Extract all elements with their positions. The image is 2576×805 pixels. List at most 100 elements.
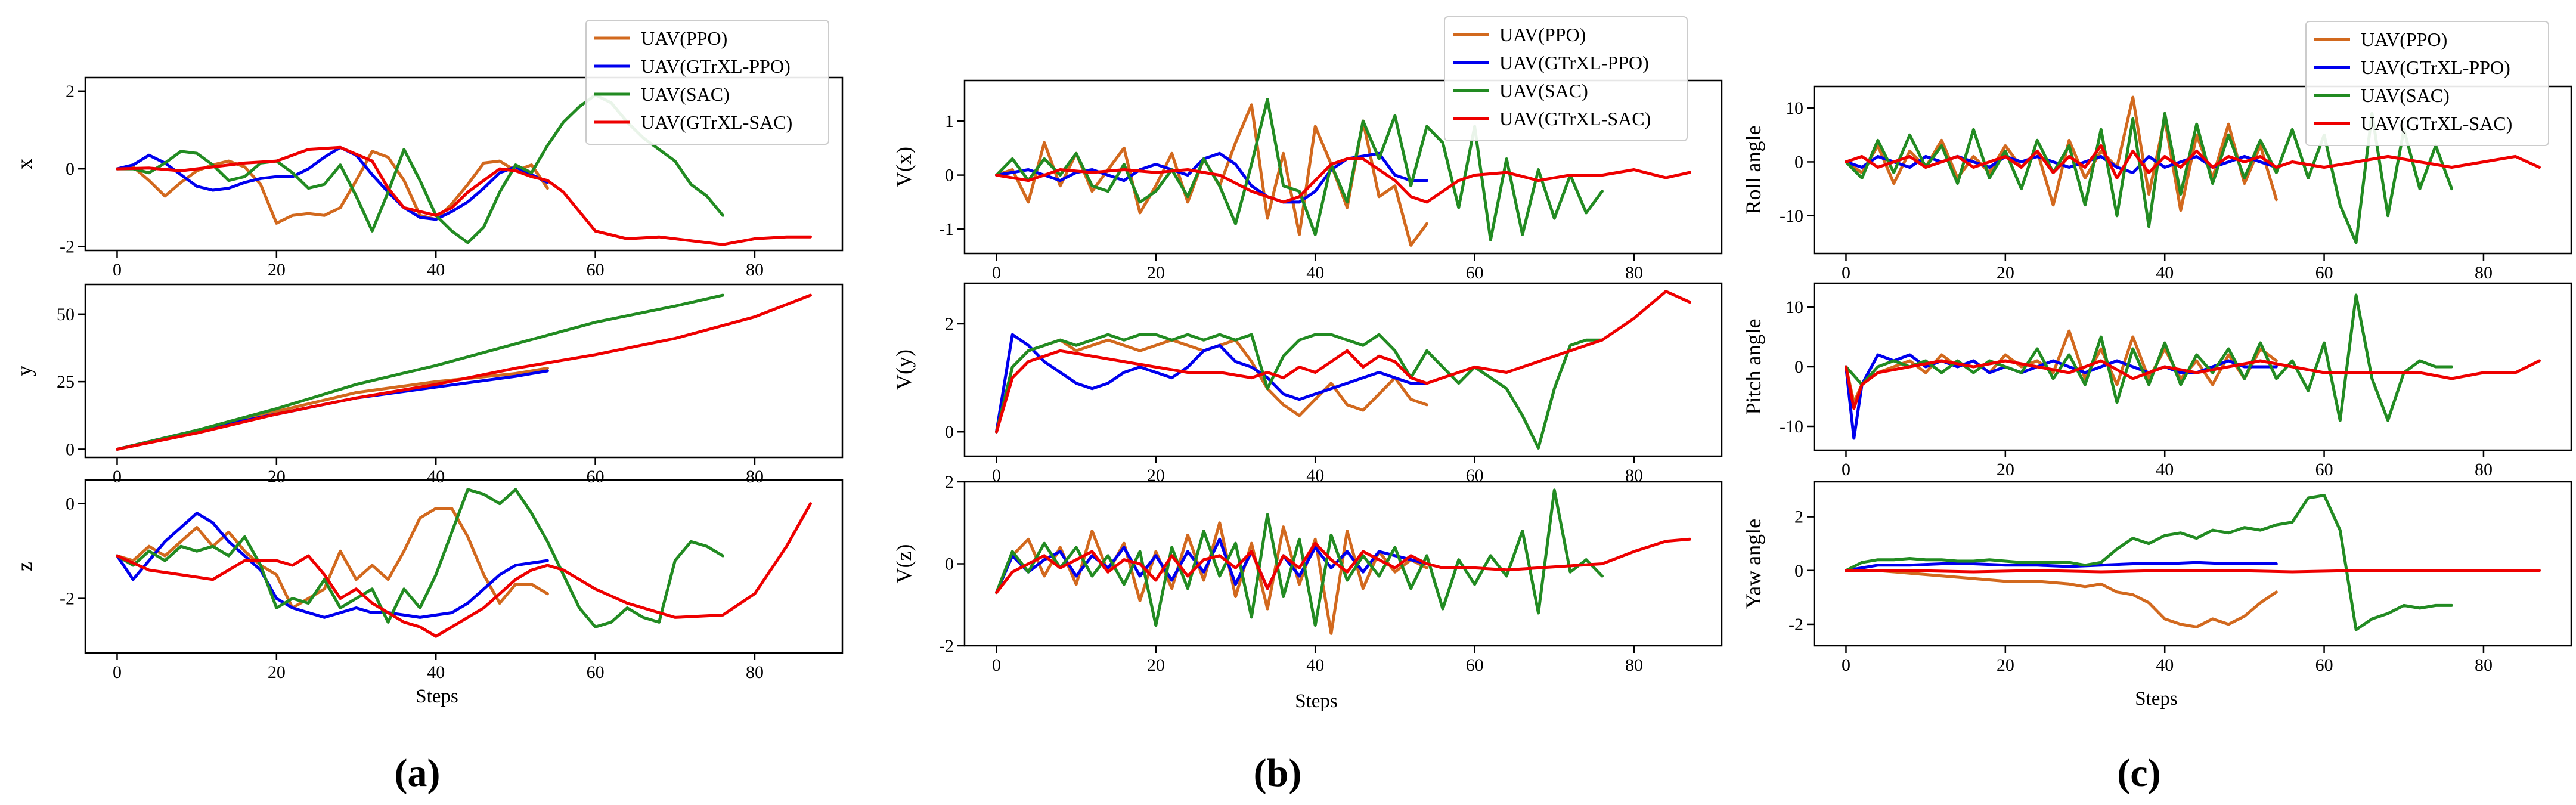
series-group bbox=[995, 488, 1691, 635]
series-group bbox=[1845, 293, 2541, 440]
x-tick-label: 20 bbox=[1997, 655, 2014, 675]
y-tick-label: 2 bbox=[945, 314, 954, 334]
axes-frame bbox=[963, 79, 1723, 255]
x-tick-label: 40 bbox=[1306, 263, 1324, 283]
series-line-uav-ppo bbox=[1845, 95, 2278, 212]
series-line-uav-gtrxl-sac bbox=[116, 145, 812, 246]
panel-label-c: (c) bbox=[2117, 751, 2160, 795]
x-axis-label-a: Steps bbox=[416, 686, 458, 707]
legend-b: UAV(PPO) UAV(GTrXL-PPO) UAV(SAC) UAV(GTrXL-… bbox=[1444, 16, 1688, 141]
y-axis-label: V(y) bbox=[892, 349, 916, 390]
series-line-uav-sac bbox=[995, 98, 1604, 242]
x-tick-label: 60 bbox=[1466, 263, 1484, 283]
x-tick-label: 40 bbox=[2156, 263, 2174, 283]
x-tick-label: 20 bbox=[268, 467, 286, 487]
series-group bbox=[116, 93, 812, 246]
y-axis-label: z bbox=[13, 562, 36, 571]
x-tick-label: 80 bbox=[746, 467, 764, 487]
x-tick-label: 20 bbox=[1147, 655, 1165, 675]
x-tick-label: 80 bbox=[2475, 263, 2493, 283]
legend-label: UAV(GTrXL-SAC) bbox=[1499, 108, 1651, 129]
y-tick-label: 2 bbox=[1794, 507, 1803, 527]
y-axis-label: x bbox=[13, 159, 36, 169]
x-tick-label: 0 bbox=[992, 263, 1001, 283]
series-line-uav-sac bbox=[995, 488, 1604, 627]
legend-label: UAV(GTrXL-PPO) bbox=[2361, 57, 2510, 78]
series-line-uav-gtrxl-ppo bbox=[116, 145, 549, 221]
legend-label: UAV(SAC) bbox=[641, 83, 730, 105]
series-line-uav-sac bbox=[1845, 112, 2453, 244]
series-group bbox=[995, 290, 1691, 450]
legend-box bbox=[585, 20, 829, 145]
axes-frame bbox=[1813, 85, 2572, 255]
x-tick-label: 80 bbox=[2475, 460, 2493, 479]
series-line-uav-ppo bbox=[116, 150, 549, 225]
legend-box bbox=[1444, 16, 1688, 141]
y-tick-label: 0 bbox=[66, 494, 75, 514]
legend-c: UAV(PPO) UAV(GTrXL-PPO) UAV(SAC) UAV(GTrXL-… bbox=[2305, 21, 2549, 146]
x-tick-label: 20 bbox=[268, 662, 286, 682]
series-line-uav-gtrxl-sac bbox=[995, 537, 1691, 595]
x-tick-label: 0 bbox=[992, 655, 1001, 675]
legend-label: UAV(GTrXL-PPO) bbox=[1499, 52, 1649, 73]
legend-box bbox=[2305, 21, 2549, 146]
panel-label-b: (b) bbox=[1254, 751, 1302, 795]
x-tick-label: 60 bbox=[587, 467, 605, 487]
axes-frame bbox=[84, 283, 844, 459]
axes-frame bbox=[1813, 481, 2572, 647]
axes-frame bbox=[84, 479, 844, 654]
series-line-uav-sac bbox=[1845, 293, 2453, 422]
y-tick-label: 10 bbox=[1785, 298, 1803, 317]
y-tick-label: -2 bbox=[60, 589, 75, 609]
x-axis-label-b: Steps bbox=[1295, 691, 1338, 712]
y-tick-label: 0 bbox=[1794, 152, 1803, 172]
x-tick-label: 80 bbox=[1625, 263, 1643, 283]
series-line-uav-gtrxl-sac bbox=[116, 502, 812, 638]
x-tick-label: 20 bbox=[1147, 263, 1165, 283]
xlabels-layer: Steps Steps Steps bbox=[416, 686, 2178, 712]
legend-label: UAV(PPO) bbox=[1499, 24, 1586, 45]
legend-label: UAV(PPO) bbox=[641, 27, 727, 49]
y-tick-label: 0 bbox=[1794, 561, 1803, 581]
series-line-uav-gtrxl-sac bbox=[1845, 144, 2541, 179]
x-tick-label: 60 bbox=[1466, 655, 1484, 675]
x-tick-label: 0 bbox=[113, 260, 122, 280]
x-tick-label: 20 bbox=[268, 260, 286, 280]
x-tick-label: 0 bbox=[1842, 263, 1850, 283]
series-line-uav-gtrxl-ppo bbox=[1845, 561, 2278, 572]
subplot-4: 0 20 40 60 80 1 0 -1 V(x) bbox=[892, 79, 1723, 283]
legend-label: UAV(GTrXL-SAC) bbox=[641, 112, 792, 133]
series-line-uav-sac bbox=[116, 488, 724, 628]
legend-label: UAV(GTrXL-SAC) bbox=[2361, 113, 2512, 134]
series-line-uav-ppo bbox=[1845, 569, 2278, 628]
x-tick-label: 40 bbox=[1306, 655, 1324, 675]
series-group bbox=[116, 488, 812, 638]
y-axis-label: V(x) bbox=[892, 147, 916, 187]
y-tick-label: -10 bbox=[1780, 206, 1803, 226]
y-tick-label: -2 bbox=[60, 237, 75, 256]
y-tick-label: 0 bbox=[945, 422, 954, 442]
series-group bbox=[995, 98, 1691, 247]
y-tick-label: -2 bbox=[939, 636, 954, 656]
series-line-uav-gtrxl-ppo bbox=[995, 333, 1428, 434]
y-tick-label: 2 bbox=[945, 472, 954, 492]
y-tick-label: 0 bbox=[66, 159, 75, 179]
x-tick-label: 60 bbox=[587, 260, 605, 280]
series-line-uav-ppo bbox=[995, 338, 1428, 434]
x-tick-label: 40 bbox=[2156, 655, 2174, 675]
series-group bbox=[1845, 95, 2541, 244]
y-tick-label: 0 bbox=[66, 439, 75, 459]
panel-label-a: (a) bbox=[395, 751, 441, 795]
y-axis-label: y bbox=[13, 366, 36, 376]
subplot-3: 0 20 40 60 80 0 -2 z bbox=[13, 479, 844, 682]
x-tick-label: 40 bbox=[2156, 460, 2174, 479]
y-tick-label: 50 bbox=[57, 305, 75, 324]
x-tick-label: 0 bbox=[113, 662, 122, 682]
legends-layer: UAV(PPO) UAV(GTrXL-PPO) UAV(SAC) UAV(GTrXL-… bbox=[585, 16, 2549, 146]
x-tick-label: 60 bbox=[2315, 460, 2333, 479]
y-tick-label: 0 bbox=[945, 166, 954, 185]
